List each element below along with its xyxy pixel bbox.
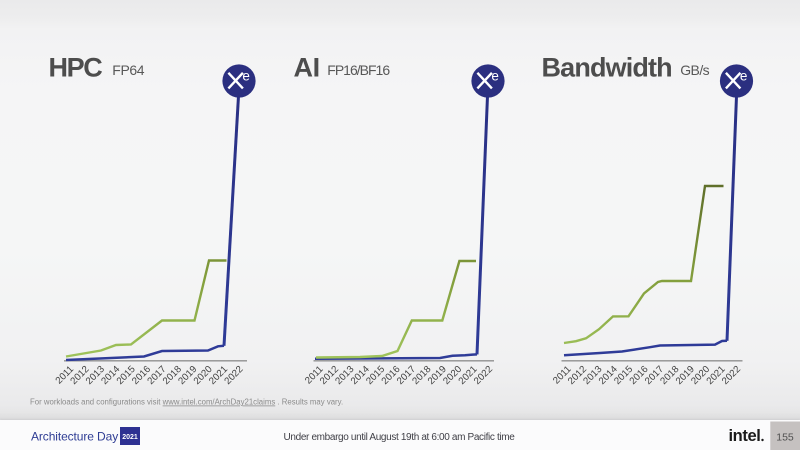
svg-text:Architecture Day: Architecture Day	[31, 429, 118, 443]
svg-text:2022: 2022	[720, 364, 743, 387]
svg-text:e: e	[491, 68, 499, 83]
svg-text:HPC: HPC	[49, 53, 103, 83]
svg-text:155: 155	[776, 432, 794, 444]
svg-text:FP64: FP64	[112, 62, 144, 78]
svg-text:Bandwidth: Bandwidth	[542, 53, 672, 83]
svg-text:GB/s: GB/s	[680, 62, 709, 78]
svg-text:For workloads and configuratio: For workloads and configurations visit w…	[30, 398, 343, 407]
svg-text:Under embargo until August 19t: Under embargo until August 19th at 6:00 …	[284, 432, 516, 443]
svg-text:AI: AI	[294, 53, 320, 83]
svg-text:e: e	[242, 68, 250, 83]
svg-text:2021: 2021	[122, 434, 138, 441]
svg-text:2022: 2022	[472, 364, 495, 387]
svg-text:FP16/BF16: FP16/BF16	[327, 62, 390, 78]
svg-text:2022: 2022	[222, 364, 245, 387]
svg-text:e: e	[740, 68, 748, 83]
svg-text:intel: intel	[729, 427, 761, 445]
